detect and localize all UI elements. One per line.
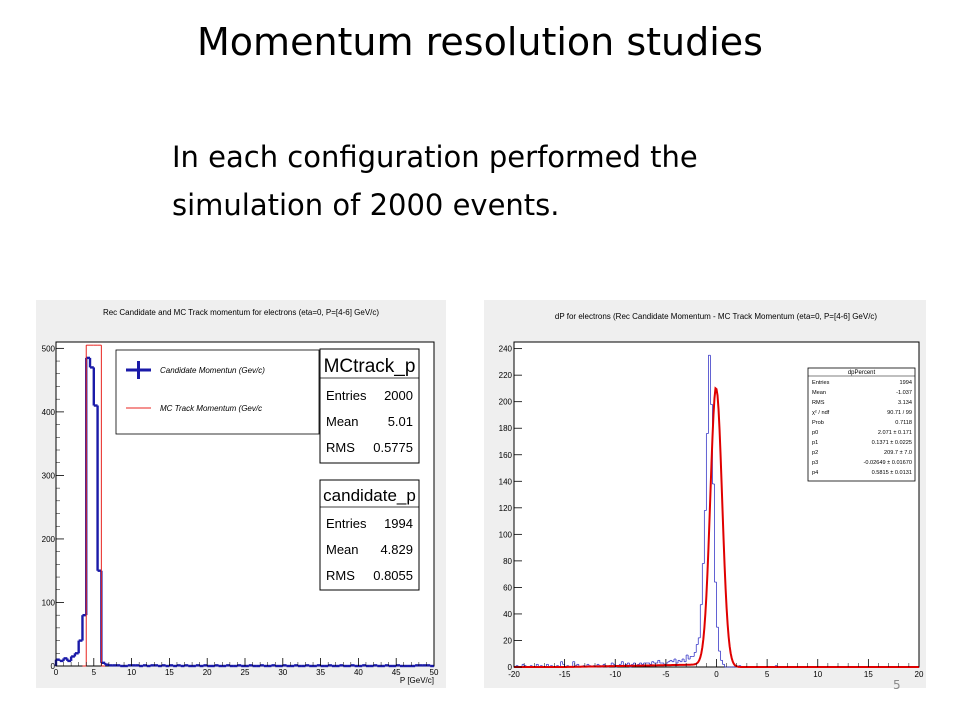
- stat-box-mctrack: MCtrack_p Entries 2000 Mean 5.01 RMS 0.5…: [319, 348, 420, 464]
- stat-label: Mean: [326, 414, 359, 429]
- stat-label: RMS: [326, 568, 355, 583]
- stat-label: Mean: [812, 390, 826, 396]
- momentum-histogram-chart: Rec Candidate and MC Track momentum for …: [36, 300, 446, 688]
- x-tick-label: 0: [54, 668, 59, 677]
- x-tick-label: 30: [278, 668, 287, 677]
- y-tick-label: 400: [42, 408, 56, 417]
- stat-box-candidate-name: candidate_p: [323, 486, 416, 505]
- stat-value: 2.071 ± 0.171: [878, 430, 912, 436]
- body-line-2: simulation of 2000 events.: [172, 188, 560, 222]
- dp-resolution-chart: dP for electrons (Rec Candidate Momentum…: [484, 300, 926, 688]
- y-tick-label: 240: [499, 345, 513, 354]
- y-tick-label: 20: [503, 636, 512, 645]
- stat-value: -1.037: [896, 390, 912, 396]
- x-tick-label: 15: [165, 668, 174, 677]
- y-tick-label: 60: [503, 583, 512, 592]
- stat-label: RMS: [812, 400, 825, 406]
- stat-label: p2: [812, 450, 818, 456]
- slide-body-text: In each configuration performed the simu…: [172, 133, 852, 229]
- stat-label: Entries: [326, 388, 367, 403]
- y-tick-label: 0: [51, 662, 56, 671]
- x-tick-label: -15: [559, 670, 571, 679]
- y-tick-label: 0: [508, 663, 513, 672]
- x-tick-label: 5: [92, 668, 97, 677]
- stat-box-candidate: candidate_p Entries 1994 Mean 4.829 RMS …: [319, 479, 420, 591]
- x-tick-label: 25: [241, 668, 250, 677]
- stat-label: Mean: [326, 542, 359, 557]
- stat-value: 4.829: [380, 542, 413, 557]
- stat-value: 0.5775: [373, 440, 413, 455]
- stat-label: χ² / ndf: [812, 410, 830, 416]
- stat-value: 3.134: [898, 400, 912, 406]
- slide-title: Momentum resolution studies: [197, 20, 763, 64]
- y-tick-label: 220: [499, 371, 513, 380]
- stat-value: 0.5815 ± 0.0131: [872, 470, 912, 476]
- x-tick-label: 50: [430, 668, 439, 677]
- x-tick-label: 10: [127, 668, 136, 677]
- y-tick-label: 40: [503, 610, 512, 619]
- page-number: 5: [893, 678, 901, 692]
- y-tick-label: 100: [42, 598, 56, 607]
- x-tick-label: 5: [765, 670, 770, 679]
- stat-value: -0.02649 ± 0.01670: [864, 460, 912, 466]
- x-tick-label: 20: [915, 670, 924, 679]
- stat-value: 209.7 ± 7.0: [884, 450, 912, 456]
- y-tick-label: 140: [499, 477, 513, 486]
- x-tick-label: 45: [392, 668, 401, 677]
- legend-entry-candidate: Candidate Momentun (Gev/c): [160, 366, 265, 375]
- stat-label: Prob: [812, 420, 824, 426]
- stat-box-dppercent: dpPercent Entries 1994 Mean -1.037 RMS 3.134 χ…: [807, 367, 916, 482]
- body-line-1: In each configuration performed the: [172, 140, 698, 174]
- stat-value: 1994: [900, 380, 912, 386]
- chart1-legend: Candidate Momentun (Gev/c) MC Track Mome…: [115, 349, 320, 435]
- x-tick-label: 10: [813, 670, 822, 679]
- x-tick-label: 0: [714, 670, 719, 679]
- y-tick-label: 100: [499, 530, 513, 539]
- chart2-title: dP for electrons (Rec Candidate Momentum…: [555, 312, 878, 321]
- stat-label: p1: [812, 440, 818, 446]
- stat-label: p0: [812, 430, 818, 436]
- y-tick-label: 180: [499, 424, 513, 433]
- chart1-xlabel: P [GeV/c]: [400, 676, 434, 685]
- chart1-title: Rec Candidate and MC Track momentum for …: [103, 308, 379, 317]
- stat-box-dppercent-name: dpPercent: [848, 370, 876, 376]
- y-tick-label: 500: [42, 344, 56, 353]
- stat-value: 0.1371 ± 0.0225: [872, 440, 912, 446]
- x-tick-label: -5: [662, 670, 670, 679]
- y-tick-label: 200: [42, 535, 56, 544]
- stat-value: 90.71 / 99: [887, 410, 912, 416]
- x-tick-label: -10: [609, 670, 621, 679]
- stat-value: 2000: [384, 388, 413, 403]
- y-tick-label: 160: [499, 451, 513, 460]
- legend-entry-mctrack: MC Track Momentum (Gev/c: [160, 404, 262, 413]
- y-tick-label: 300: [42, 471, 56, 480]
- stat-label: p4: [812, 470, 818, 476]
- stat-value: 0.7118: [895, 420, 912, 426]
- stat-value: 0.8055: [373, 568, 413, 583]
- stat-value: 5.01: [388, 414, 413, 429]
- stat-value: 1994: [384, 516, 413, 531]
- stat-label: RMS: [326, 440, 355, 455]
- stat-label: Entries: [812, 380, 830, 386]
- y-tick-label: 80: [503, 557, 512, 566]
- x-tick-label: 35: [316, 668, 325, 677]
- y-tick-label: 200: [499, 398, 513, 407]
- x-tick-label: -20: [508, 670, 520, 679]
- x-tick-label: 20: [203, 668, 212, 677]
- stat-label: p3: [812, 460, 818, 466]
- x-tick-label: 40: [354, 668, 363, 677]
- x-tick-label: 15: [864, 670, 873, 679]
- stat-box-mctrack-name: MCtrack_p: [324, 356, 416, 377]
- y-tick-label: 120: [499, 504, 513, 513]
- stat-label: Entries: [326, 516, 367, 531]
- fit-curve: [514, 386, 919, 668]
